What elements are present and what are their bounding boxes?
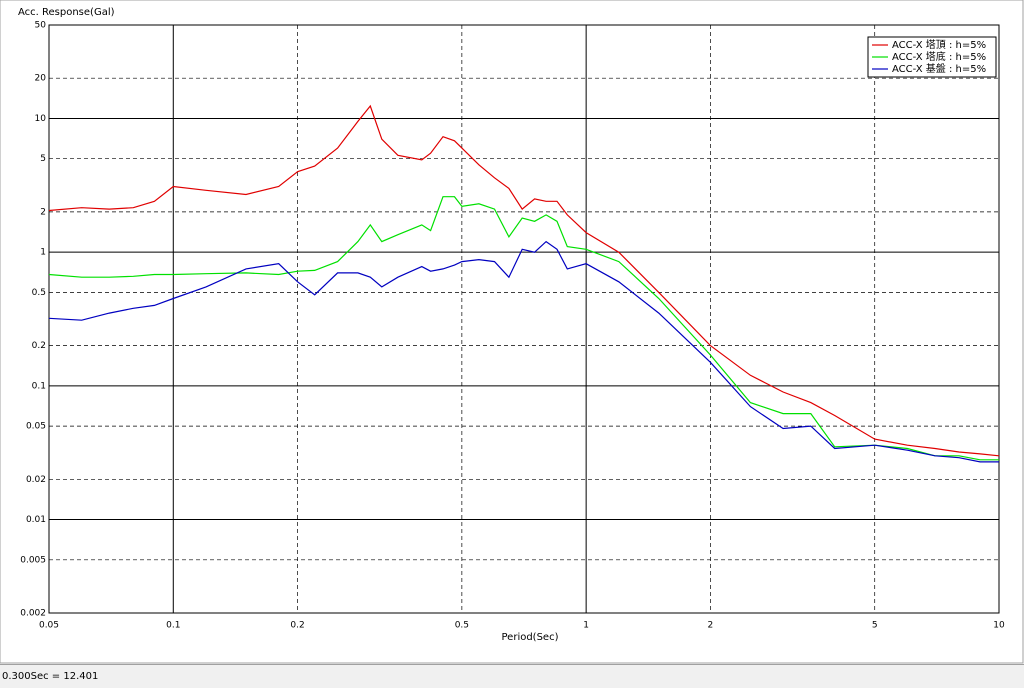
y-tick-label: 0.002 <box>20 609 46 619</box>
x-tick-label: 0.1 <box>166 621 180 631</box>
y-tick-label: 50 <box>35 21 47 31</box>
y-tick-label: 0.5 <box>32 288 46 298</box>
legend-box <box>867 36 997 78</box>
y-tick-label: 0.05 <box>26 422 46 432</box>
status-bar: 0.300Sec = 12.401 <box>0 664 1024 688</box>
y-tick-label: 5 <box>40 154 46 164</box>
x-tick-label: 0.2 <box>290 621 304 631</box>
x-tick-label: 2 <box>708 621 714 631</box>
legend-label: ACC-X 塔頂 : h=5% <box>892 38 986 51</box>
plot-area <box>48 24 1000 614</box>
y-tick-label: 0.2 <box>32 341 46 351</box>
x-tick-label: 1 <box>583 621 589 631</box>
y-tick-label: 1 <box>40 248 46 258</box>
x-tick-label: 0.05 <box>39 621 59 631</box>
x-tick-label: 0.5 <box>455 621 469 631</box>
series-line <box>48 240 999 463</box>
x-axis-title: Period(Sec) <box>502 632 559 643</box>
y-tick-label: 0.005 <box>20 555 46 565</box>
x-tick-label: 10 <box>993 621 1005 631</box>
series-line <box>48 104 1000 457</box>
legend-label: ACC-X 基盤 : h=5% <box>892 62 986 75</box>
y-tick-label: 2 <box>40 207 46 217</box>
y-tick-label: 0.02 <box>26 475 46 485</box>
chart: Acc. Response(Gal) Period(Sec) 0.002 0.00… <box>0 0 1024 664</box>
legend-label: ACC-X 塔底 : h=5% <box>892 50 986 63</box>
y-tick-label: 10 <box>35 114 47 124</box>
y-axis-title: Acc. Response(Gal) <box>18 7 115 18</box>
y-tick-label: 0.1 <box>32 381 46 391</box>
series-line <box>48 196 999 461</box>
legend: ACC-X 塔頂 : h=5%ACC-X 塔底 : h=5%ACC-X 基盤 :… <box>867 36 997 78</box>
x-tick-label: 5 <box>872 621 878 631</box>
y-tick-label: 20 <box>35 74 47 84</box>
y-tick-label: 0.01 <box>26 515 46 525</box>
